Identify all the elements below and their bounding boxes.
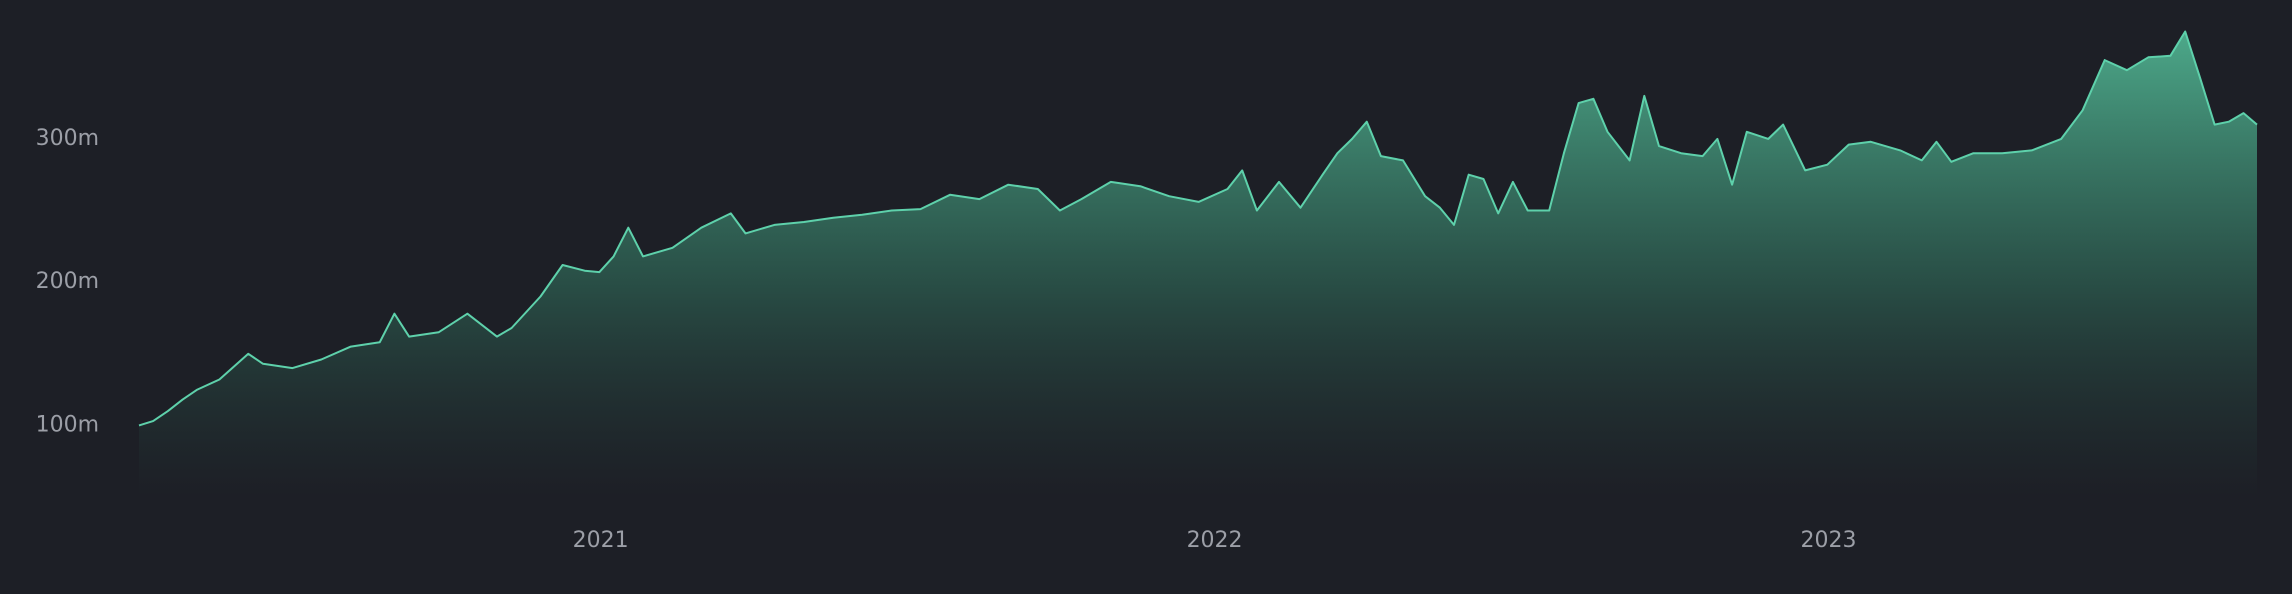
y-tick-label: 200m [36,269,99,294]
y-tick-label: 300m [36,126,99,151]
x-tick-label: 2023 [1800,528,1856,553]
line [138,30,2258,427]
x-tick-label: 2021 [573,528,629,553]
x-tick-label: 2022 [1187,528,1243,553]
area-fill [139,31,2257,497]
y-tick-label: 100m [36,412,99,437]
